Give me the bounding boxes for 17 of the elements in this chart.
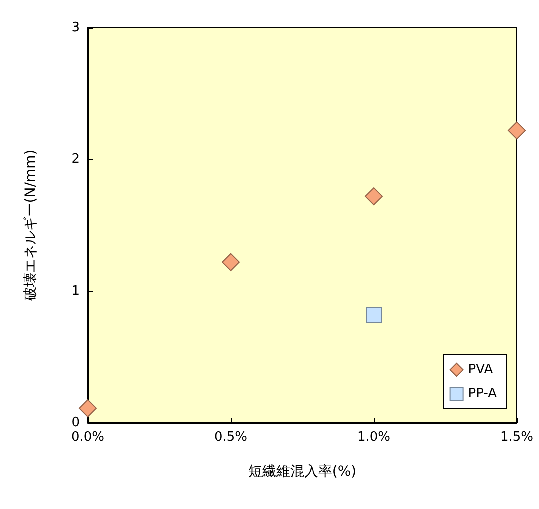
y-tick-label: 1 xyxy=(72,284,80,299)
x-tick-label: 0.0% xyxy=(71,430,105,445)
point xyxy=(366,307,382,324)
y-tick-label: 2 xyxy=(72,152,80,168)
legend-label: PVA xyxy=(468,362,494,378)
y-tick-label: 3 xyxy=(72,20,80,36)
point xyxy=(222,253,240,272)
x-tick-label: 0.5% xyxy=(214,430,248,445)
y-tick-label: 0 xyxy=(72,416,80,430)
y-axis-title: 破壊エネルギー(N/mm) xyxy=(23,150,39,302)
legend-label: PP-A xyxy=(468,386,498,402)
x-axis-title: 短繊維混入率(%) xyxy=(248,464,357,480)
x-tick-label: 1.5% xyxy=(500,430,534,445)
point xyxy=(508,122,526,140)
point xyxy=(365,188,383,206)
point xyxy=(79,400,97,418)
x-tick-label: 1.0% xyxy=(357,430,391,445)
